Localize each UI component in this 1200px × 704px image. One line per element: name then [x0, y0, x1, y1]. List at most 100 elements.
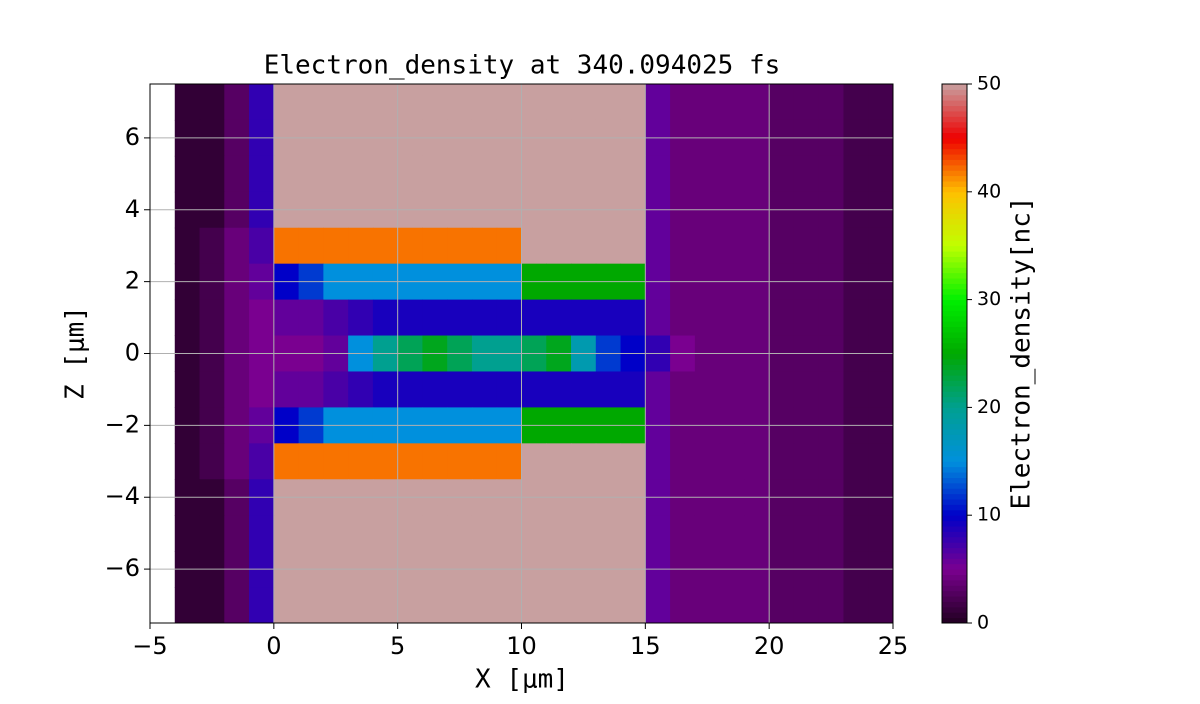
heat-cell: [199, 371, 225, 408]
heat-cell: [620, 371, 646, 408]
heat-cell: [496, 227, 522, 265]
colorbar-tick-label: 0: [977, 612, 989, 634]
heat-cell: [843, 443, 869, 480]
colorbar-segment: [942, 601, 967, 608]
heat-cell: [670, 299, 696, 337]
heat-cell: [843, 227, 869, 265]
heat-cell: [793, 227, 820, 265]
y-tick-label: 4: [125, 195, 140, 223]
colorbar-segment: [942, 272, 967, 279]
heat-cell: [447, 227, 473, 265]
heat-cell: [249, 443, 275, 480]
heat-cell: [645, 371, 671, 408]
heat-cell: [224, 587, 250, 624]
heat-cell: [397, 155, 423, 193]
heat-cell: [249, 227, 275, 265]
colorbar-segment: [942, 191, 967, 198]
heat-cell: [744, 515, 770, 552]
heat-cell: [273, 587, 300, 624]
heat-cell: [323, 371, 349, 408]
colorbar-tick-label: 50: [977, 73, 1001, 95]
colorbar-segment: [942, 110, 967, 117]
heat-cell: [694, 515, 721, 552]
heat-cell: [422, 227, 448, 265]
heat-cell: [298, 587, 324, 624]
heat-cell: [298, 299, 324, 337]
colorbar-segment: [942, 445, 967, 452]
colorbar-segment: [942, 288, 967, 295]
heat-cell: [521, 84, 547, 121]
heat-cell: [348, 155, 374, 193]
heat-cell: [868, 227, 894, 265]
heat-cell: [546, 227, 572, 265]
heat-cell: [546, 515, 572, 552]
heat-cell: [818, 155, 844, 193]
colorbar-segment: [942, 455, 967, 462]
heat-cell: [496, 84, 522, 121]
heat-cell: [719, 587, 745, 624]
heat-cell: [818, 299, 844, 337]
heat-cell: [199, 155, 225, 193]
colorbar-segment: [942, 493, 967, 500]
heat-cell: [571, 299, 597, 337]
heat-cell: [818, 587, 844, 624]
heat-cell: [372, 587, 399, 624]
heat-cell: [224, 227, 250, 265]
colorbar-segment: [942, 509, 967, 516]
y-tick-label: 6: [125, 123, 140, 151]
heat-cell: [397, 371, 423, 408]
heat-cell: [546, 587, 572, 624]
colorbar-segment: [942, 380, 967, 387]
heat-cell: [199, 515, 225, 552]
heat-cell: [645, 84, 671, 121]
heat-cell: [298, 443, 324, 480]
colorbar-segment: [942, 143, 967, 150]
colorbar-segment: [942, 590, 967, 597]
heat-cell: [372, 155, 399, 193]
colorbar-segment: [942, 148, 967, 155]
heat-cell: [595, 299, 622, 337]
heat-cell: [496, 371, 522, 408]
colorbar-segment: [942, 353, 967, 360]
heat-cell: [323, 227, 349, 265]
heat-cell: [744, 443, 770, 480]
heat-cell: [372, 227, 399, 265]
heat-cell: [471, 155, 498, 193]
heat-cell: [620, 443, 646, 480]
heat-cell: [447, 587, 473, 624]
plot-frame: [149, 83, 894, 624]
colorbar-segment: [942, 89, 967, 96]
colorbar-segment: [942, 596, 967, 602]
heat-cell: [348, 227, 374, 265]
heat-cell: [323, 299, 349, 337]
chart-title: Electron_density at 340.094025 fs: [264, 51, 781, 81]
colorbar-tick-label: 40: [977, 180, 1001, 202]
heat-cell: [694, 443, 721, 480]
heat-cell: [447, 443, 473, 480]
heat-cell: [372, 515, 399, 552]
colorbar-segment: [942, 315, 967, 322]
heat-cell: [447, 84, 473, 121]
colorbar-segment: [942, 197, 967, 204]
colorbar-segment: [942, 461, 967, 468]
colorbar-segment: [942, 181, 967, 187]
heat-cell: [521, 587, 547, 624]
heat-cell: [645, 515, 671, 552]
heat-cell: [422, 587, 448, 624]
colorbar-segment: [942, 299, 967, 306]
heat-cell: [397, 587, 423, 624]
heat-cell: [372, 443, 399, 480]
heat-cell: [744, 371, 770, 408]
heat-cell: [868, 515, 894, 552]
colorbar-segment: [942, 504, 967, 511]
heat-cell: [397, 443, 423, 480]
heat-cell: [694, 587, 721, 624]
heat-cell: [670, 371, 696, 408]
heat-cell: [273, 299, 300, 337]
heat-cell: [397, 515, 423, 552]
heat-cell: [620, 515, 646, 552]
colorbar-label: Electron_density[nc]: [1007, 196, 1037, 509]
heat-cell: [174, 155, 201, 193]
heat-cell: [868, 371, 894, 408]
heat-cell: [224, 371, 250, 408]
